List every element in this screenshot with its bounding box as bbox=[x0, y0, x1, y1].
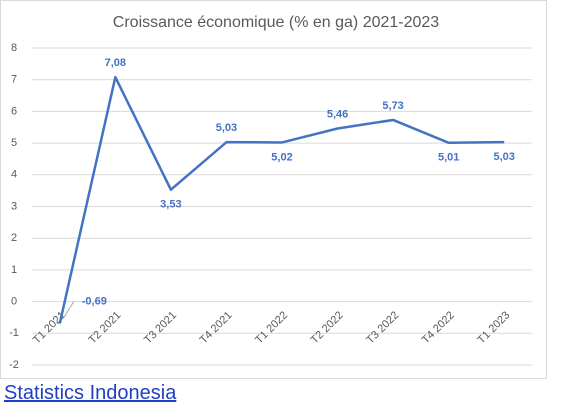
source-link[interactable]: Statistics Indonesia bbox=[4, 382, 177, 404]
y-tick-label: 4 bbox=[11, 169, 17, 181]
data-label: 5,73 bbox=[382, 100, 403, 112]
data-label: 5,46 bbox=[327, 108, 348, 120]
y-tick-label: 8 bbox=[11, 42, 17, 54]
data-label: 5,01 bbox=[438, 152, 459, 164]
y-tick-label: 1 bbox=[11, 264, 17, 276]
line-series bbox=[58, 75, 505, 324]
y-tick-label: -1 bbox=[9, 327, 19, 339]
y-tick-label: 2 bbox=[11, 232, 17, 244]
y-tick-label: 0 bbox=[11, 296, 17, 308]
leader-line bbox=[63, 301, 75, 318]
data-label: 7,08 bbox=[105, 57, 126, 69]
y-tick-label: 7 bbox=[11, 74, 17, 86]
data-label: 5,03 bbox=[216, 122, 237, 134]
data-label: 5,03 bbox=[494, 151, 515, 163]
y-tick-label: -2 bbox=[9, 359, 19, 371]
data-label: 5,02 bbox=[271, 151, 292, 163]
y-tick-label: 6 bbox=[11, 105, 17, 117]
chart: Croissance économique (% en ga) 2021-202… bbox=[0, 0, 547, 379]
y-tick-label: 3 bbox=[11, 200, 17, 212]
chart-title: Croissance économique (% en ga) 2021-202… bbox=[113, 14, 440, 31]
y-tick-label: 5 bbox=[11, 137, 17, 149]
data-label: 3,53 bbox=[160, 199, 181, 211]
chart-frame bbox=[0, 0, 547, 379]
data-label: -0,69 bbox=[82, 295, 107, 307]
